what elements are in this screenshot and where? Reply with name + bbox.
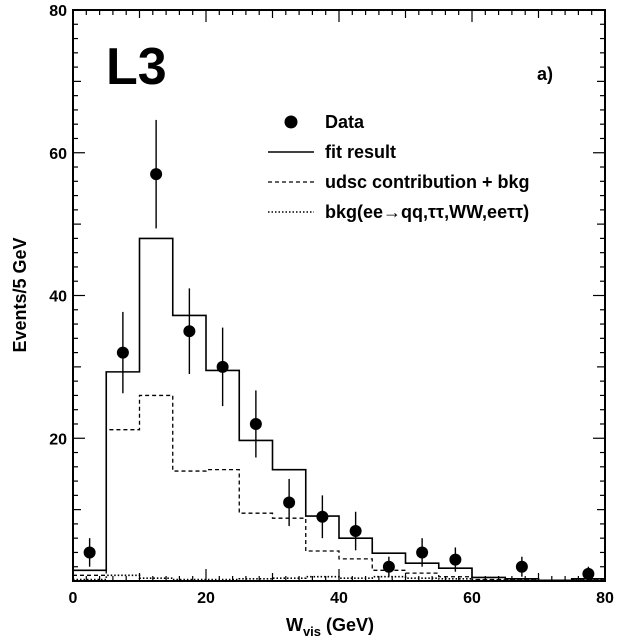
y-tick-label: 40 — [49, 289, 67, 306]
data-point — [116, 311, 129, 394]
data-marker — [582, 567, 595, 580]
x-tick-label: 80 — [596, 590, 614, 607]
data-point — [249, 390, 262, 458]
data-marker — [515, 560, 528, 573]
y-tick-label: 20 — [49, 431, 67, 448]
data-point — [283, 478, 296, 527]
experiment-logo: L3 — [106, 38, 167, 96]
data-point — [449, 547, 462, 572]
data-point — [316, 495, 329, 539]
data-point — [150, 119, 163, 229]
data-point — [216, 327, 229, 407]
data-point — [349, 511, 362, 551]
data-point — [382, 556, 395, 577]
histogram-series-solid — [73, 237, 605, 582]
x-tick-label: 40 — [330, 590, 348, 607]
legend-marker-points — [284, 115, 298, 129]
data-point — [83, 538, 96, 567]
data-marker — [183, 325, 196, 338]
data-marker — [416, 546, 429, 559]
y-tick-label: 80 — [49, 3, 67, 20]
x-tick-label: 20 — [197, 590, 215, 607]
axis-ticks: 0 20 40 60 80 20 40 60 80 — [49, 3, 614, 607]
x-axis-label-main: W — [286, 615, 303, 635]
data-marker — [150, 168, 163, 181]
legend-label: Data — [325, 112, 365, 132]
legend-label: udsc contribution + bkg — [325, 172, 530, 192]
data-marker — [283, 496, 296, 509]
data-marker — [83, 546, 96, 559]
histogram-layer — [73, 237, 605, 582]
data-marker — [216, 360, 229, 373]
x-axis-label-subscript: vis — [303, 624, 321, 639]
data-marker — [449, 553, 462, 566]
y-axis-label: Events/5 GeV — [10, 237, 30, 352]
histogram-series-dashed — [73, 394, 605, 582]
y-tick-label: 60 — [49, 146, 67, 163]
data-marker — [249, 417, 262, 430]
data-point — [515, 556, 528, 577]
data-marker — [382, 560, 395, 573]
x-axis-label-unit: (GeV) — [321, 615, 374, 635]
data-point — [183, 288, 196, 375]
legend: Data fit result udsc contribution + bkg bkg… — [268, 112, 530, 222]
x-tick-label: 0 — [69, 590, 78, 607]
legend-label: bkg(ee→qq,ττ,WW,eeττ) — [325, 202, 529, 222]
data-marker — [349, 525, 362, 538]
data-marker — [116, 346, 129, 359]
data-marker — [316, 510, 329, 523]
x-tick-label: 60 — [463, 590, 481, 607]
x-axis-label: Wvis (GeV) — [286, 615, 374, 639]
legend-label: fit result — [325, 142, 396, 162]
data-point — [416, 538, 429, 567]
panel-label: a) — [537, 64, 553, 84]
